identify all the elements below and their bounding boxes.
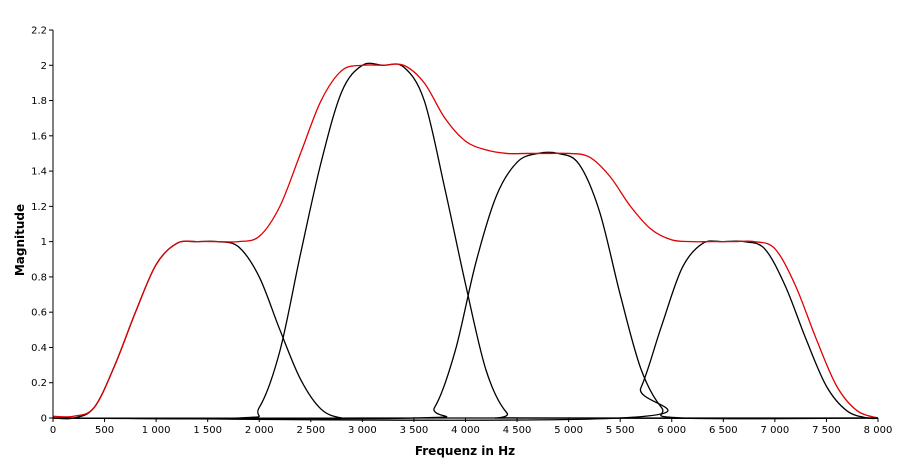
sum-series-line [52, 63, 879, 419]
y-tick-label: 0.8 [31, 272, 47, 283]
y-axis-label: Magnitude [13, 204, 27, 276]
x-tick-label: 0 [50, 425, 56, 436]
y-tick-label: 1.2 [31, 202, 47, 213]
y-tick-label: 2 [41, 61, 47, 72]
series-layer [52, 62, 879, 421]
x-ticks: 0 500 1 000 1 500 2 000 2 500 3 000 3 500 4 000 4… [50, 418, 893, 436]
x-tick-label: 5 500 [606, 425, 635, 436]
x-tick-label: 1 000 [142, 425, 171, 436]
y-tick-label: 0.6 [31, 308, 47, 319]
y-tick-label: 1.4 [31, 167, 47, 178]
y-tick-label: 0.2 [31, 378, 47, 389]
y-tick-label: 1.8 [31, 96, 47, 107]
x-tick-label: 8 000 [864, 425, 893, 436]
y-tick-label: 0.4 [31, 343, 47, 354]
y-tick-label: 1.6 [31, 131, 47, 142]
y-tick-label: 2.2 [31, 26, 47, 37]
axes: 0 500 1 000 1 500 2 000 2 500 3 000 3 500 4 000 4… [31, 26, 892, 437]
x-tick-label: 5 000 [554, 425, 583, 436]
x-tick-label: 4 500 [503, 425, 532, 436]
x-tick-label: 3 500 [400, 425, 429, 436]
x-tick-label: 2 500 [296, 425, 325, 436]
x-tick-label: 1 500 [193, 425, 222, 436]
x-tick-label: 4 000 [451, 425, 480, 436]
x-tick-label: 3 000 [348, 425, 377, 436]
x-tick-label: 6 000 [657, 425, 686, 436]
x-tick-label: 7 000 [761, 425, 790, 436]
band-series-line [52, 240, 878, 420]
band-series-line [52, 240, 879, 421]
x-axis-label: Frequenz in Hz [415, 444, 515, 458]
y-tick-label: 1 [41, 237, 47, 248]
x-tick-label: 6 500 [709, 425, 738, 436]
x-tick-label: 2 000 [245, 425, 274, 436]
x-tick-label: 7 500 [812, 425, 841, 436]
y-ticks: 0 0.2 0.4 0.6 0.8 1 1.2 1.4 1.6 1.8 2 2.2 [31, 26, 53, 425]
y-tick-label: 0 [41, 414, 47, 425]
x-tick-label: 500 [95, 425, 114, 436]
